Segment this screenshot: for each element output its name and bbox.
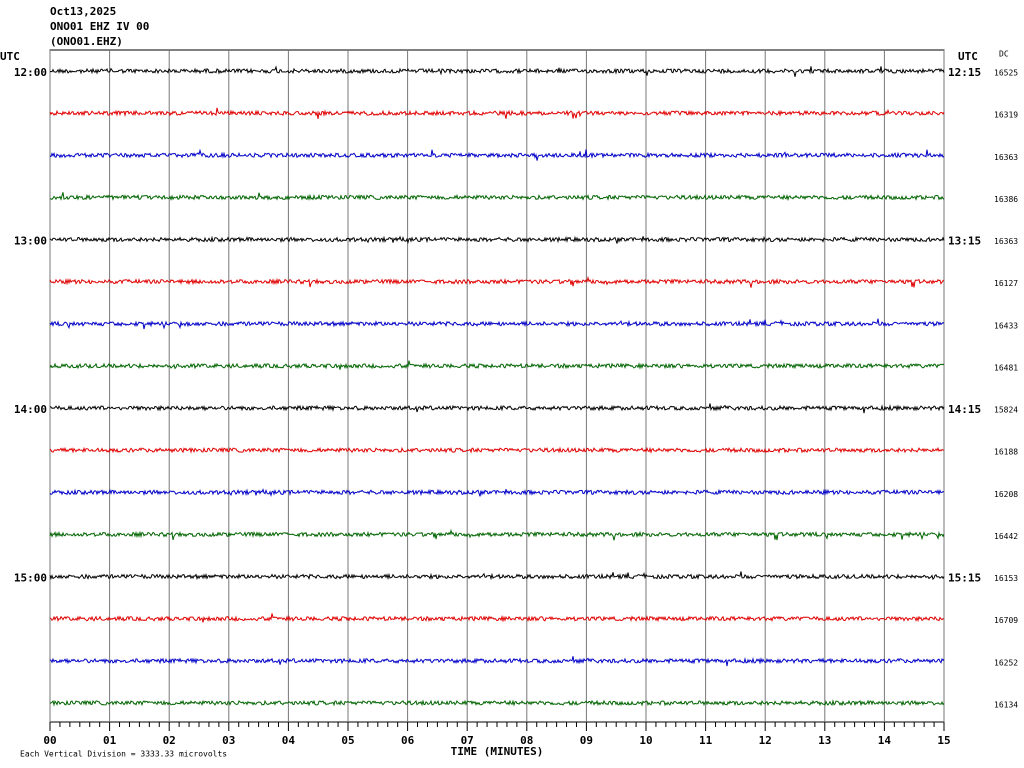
trace <box>49 699 945 707</box>
right-time-label: 14:15 <box>948 403 981 416</box>
trace <box>49 148 945 161</box>
dc-value: 16433 <box>994 321 1018 330</box>
x-tick-label: 10 <box>639 734 652 747</box>
x-tick-label: 13 <box>818 734 831 747</box>
x-tick-label: 05 <box>341 734 354 747</box>
date: Oct13,2025 <box>50 5 116 18</box>
x-tick-label: 06 <box>401 734 415 747</box>
x-tick-label: 07 <box>461 734 474 747</box>
left-time-label: 15:00 <box>14 572 47 585</box>
dc-value: 16252 <box>994 658 1018 667</box>
dc-value: 16208 <box>994 490 1018 499</box>
dc-value: 16442 <box>994 532 1018 541</box>
right-unit: UTC <box>958 50 978 63</box>
right-time-label: 13:15 <box>948 235 981 248</box>
x-tick-label: 09 <box>580 734 593 747</box>
trace <box>49 275 945 288</box>
x-tick-label: 15 <box>937 734 950 747</box>
dc-value: 16709 <box>994 616 1018 625</box>
left-time-label: 12:00 <box>14 66 47 79</box>
trace <box>49 65 945 77</box>
dc-value: 16386 <box>994 195 1018 204</box>
dc-value: 16525 <box>994 69 1018 78</box>
x-tick-label: 00 <box>43 734 56 747</box>
channel: (ONO01.EHZ) <box>50 35 123 48</box>
dc-value: 16134 <box>994 700 1018 709</box>
trace <box>49 318 945 330</box>
left-time-label: 13:00 <box>14 235 47 248</box>
left-time-label: 14:00 <box>14 403 47 416</box>
station: ONO01 EHZ IV 00 <box>50 20 149 33</box>
trace <box>49 446 945 454</box>
x-axis-label: TIME (MINUTES) <box>451 745 544 758</box>
trace <box>49 403 945 414</box>
trace <box>49 528 945 541</box>
trace <box>49 656 945 667</box>
dc-value: 16127 <box>994 279 1018 288</box>
trace <box>49 571 945 581</box>
footer: Each Vertical Division = 3333.33 microvo… <box>20 750 227 759</box>
x-tick-label: 12 <box>759 734 772 747</box>
plot-frame <box>49 49 945 723</box>
dc-value: 16363 <box>994 153 1018 162</box>
x-tick-label: 08 <box>520 734 533 747</box>
trace <box>49 235 945 245</box>
trace <box>49 107 945 119</box>
dc-value: 16153 <box>994 574 1018 583</box>
trace <box>49 192 945 202</box>
x-tick-label: 02 <box>163 734 176 747</box>
x-tick-label: 04 <box>282 734 296 747</box>
x-tick-label: 03 <box>222 734 235 747</box>
left-unit: UTC <box>0 50 20 63</box>
dc-value: 15824 <box>994 406 1018 415</box>
trace <box>49 613 944 623</box>
x-tick-label: 11 <box>699 734 713 747</box>
x-tick-label: 01 <box>103 734 117 747</box>
dc-value: 16319 <box>994 111 1018 120</box>
dc-value: 16481 <box>994 363 1018 372</box>
x-tick-label: 14 <box>878 734 892 747</box>
right-time-label: 12:15 <box>948 66 981 79</box>
dc-value: 16188 <box>994 448 1018 457</box>
trace <box>49 488 945 497</box>
dc-label: DC <box>999 50 1009 59</box>
right-time-label: 15:15 <box>948 572 981 585</box>
dc-value: 16363 <box>994 237 1018 246</box>
trace <box>49 360 945 370</box>
